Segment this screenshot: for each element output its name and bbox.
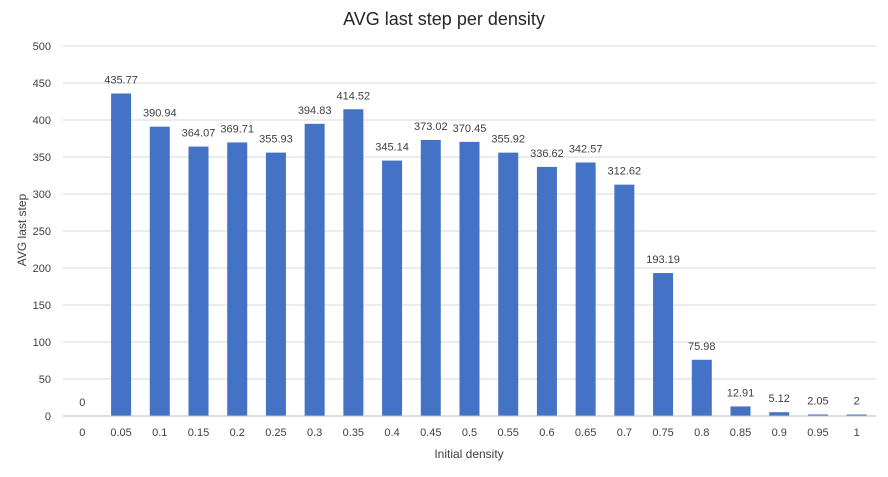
bar <box>846 414 867 416</box>
y-tick-label: 500 <box>33 41 51 53</box>
bar <box>653 273 674 416</box>
bar <box>265 152 286 416</box>
bars <box>111 93 867 417</box>
data-label: 355.93 <box>259 134 293 146</box>
x-tick-label: 0.9 <box>772 427 787 439</box>
y-tick-label: 50 <box>39 374 51 386</box>
bar <box>730 406 751 416</box>
data-label: 336.62 <box>530 148 564 160</box>
bar <box>614 184 635 416</box>
data-labels: 0 435.77 390.94 364.07 369.71 355.93 394.83 414… <box>79 75 859 409</box>
data-label: 12.91 <box>727 387 755 399</box>
y-tick-label: 200 <box>33 263 51 275</box>
x-tick-label: 0.1 <box>152 427 167 439</box>
bar <box>343 109 364 417</box>
data-label: 342.57 <box>569 143 603 155</box>
x-tick-label: 0.8 <box>694 427 709 439</box>
data-label: 5.12 <box>769 393 790 405</box>
x-tick-label: 0.45 <box>420 427 441 439</box>
bar <box>420 139 441 416</box>
bar <box>111 93 132 416</box>
data-label: 370.45 <box>453 123 487 135</box>
y-tick-label: 400 <box>33 115 51 127</box>
data-label: 345.14 <box>375 142 409 154</box>
x-tick-label: 0.65 <box>575 427 596 439</box>
bar <box>459 141 480 416</box>
data-label: 390.94 <box>143 108 177 120</box>
y-tick-label: 0 <box>45 411 51 423</box>
data-label: 355.92 <box>491 134 525 146</box>
y-tick-label: 350 <box>33 152 51 164</box>
x-tick-label: 0.4 <box>384 427 399 439</box>
x-tick-label: 0.2 <box>230 427 245 439</box>
data-label: 312.62 <box>608 166 642 178</box>
data-label: 0 <box>79 397 85 409</box>
y-axis-title: AVG last step <box>15 193 29 266</box>
bar <box>769 412 790 416</box>
y-tick-label: 300 <box>33 189 51 201</box>
bar <box>304 123 325 416</box>
x-tick-label: 0.7 <box>617 427 632 439</box>
x-axis-ticks: 0 0.05 0.1 0.15 0.2 0.25 0.3 0.35 0.4 0.45 0.5 0.55… <box>79 427 859 439</box>
x-tick-label: 0.55 <box>498 427 519 439</box>
bar <box>227 142 248 416</box>
x-tick-label: 0.5 <box>462 427 477 439</box>
x-tick-label: 0.6 <box>539 427 554 439</box>
data-label: 373.02 <box>414 121 448 133</box>
x-tick-label: 0.95 <box>807 427 828 439</box>
x-tick-label: 0.15 <box>188 427 209 439</box>
x-axis-title: Initial density <box>434 447 503 461</box>
y-tick-label: 450 <box>33 78 51 90</box>
x-tick-label: 0.85 <box>730 427 751 439</box>
data-label: 2 <box>854 396 860 408</box>
bar <box>807 414 828 416</box>
y-axis-ticks: 0 50 100 150 200 250 300 350 400 450 500 <box>33 41 51 423</box>
y-tick-label: 100 <box>33 337 51 349</box>
data-label: 364.07 <box>182 128 216 140</box>
x-tick-label: 1 <box>854 427 860 439</box>
y-tick-label: 250 <box>33 226 51 238</box>
data-label: 435.77 <box>104 75 138 87</box>
data-label: 193.19 <box>646 254 680 266</box>
bar <box>498 152 519 416</box>
bar <box>149 126 170 416</box>
x-tick-label: 0.05 <box>110 427 131 439</box>
bar <box>691 359 712 416</box>
x-tick-label: 0.3 <box>307 427 322 439</box>
bar <box>188 146 209 416</box>
bar <box>382 160 403 416</box>
x-tick-label: 0.25 <box>265 427 286 439</box>
data-label: 2.05 <box>807 395 828 407</box>
bar <box>536 166 557 416</box>
data-label: 414.52 <box>337 90 371 102</box>
chart-title: AVG last step per density <box>343 9 545 29</box>
data-label: 394.83 <box>298 105 332 117</box>
x-tick-label: 0 <box>79 427 85 439</box>
y-tick-label: 150 <box>33 300 51 312</box>
data-label: 369.71 <box>220 123 254 135</box>
x-tick-label: 0.35 <box>343 427 364 439</box>
bar <box>575 162 596 416</box>
data-label: 75.98 <box>688 341 716 353</box>
x-tick-label: 0.75 <box>652 427 673 439</box>
